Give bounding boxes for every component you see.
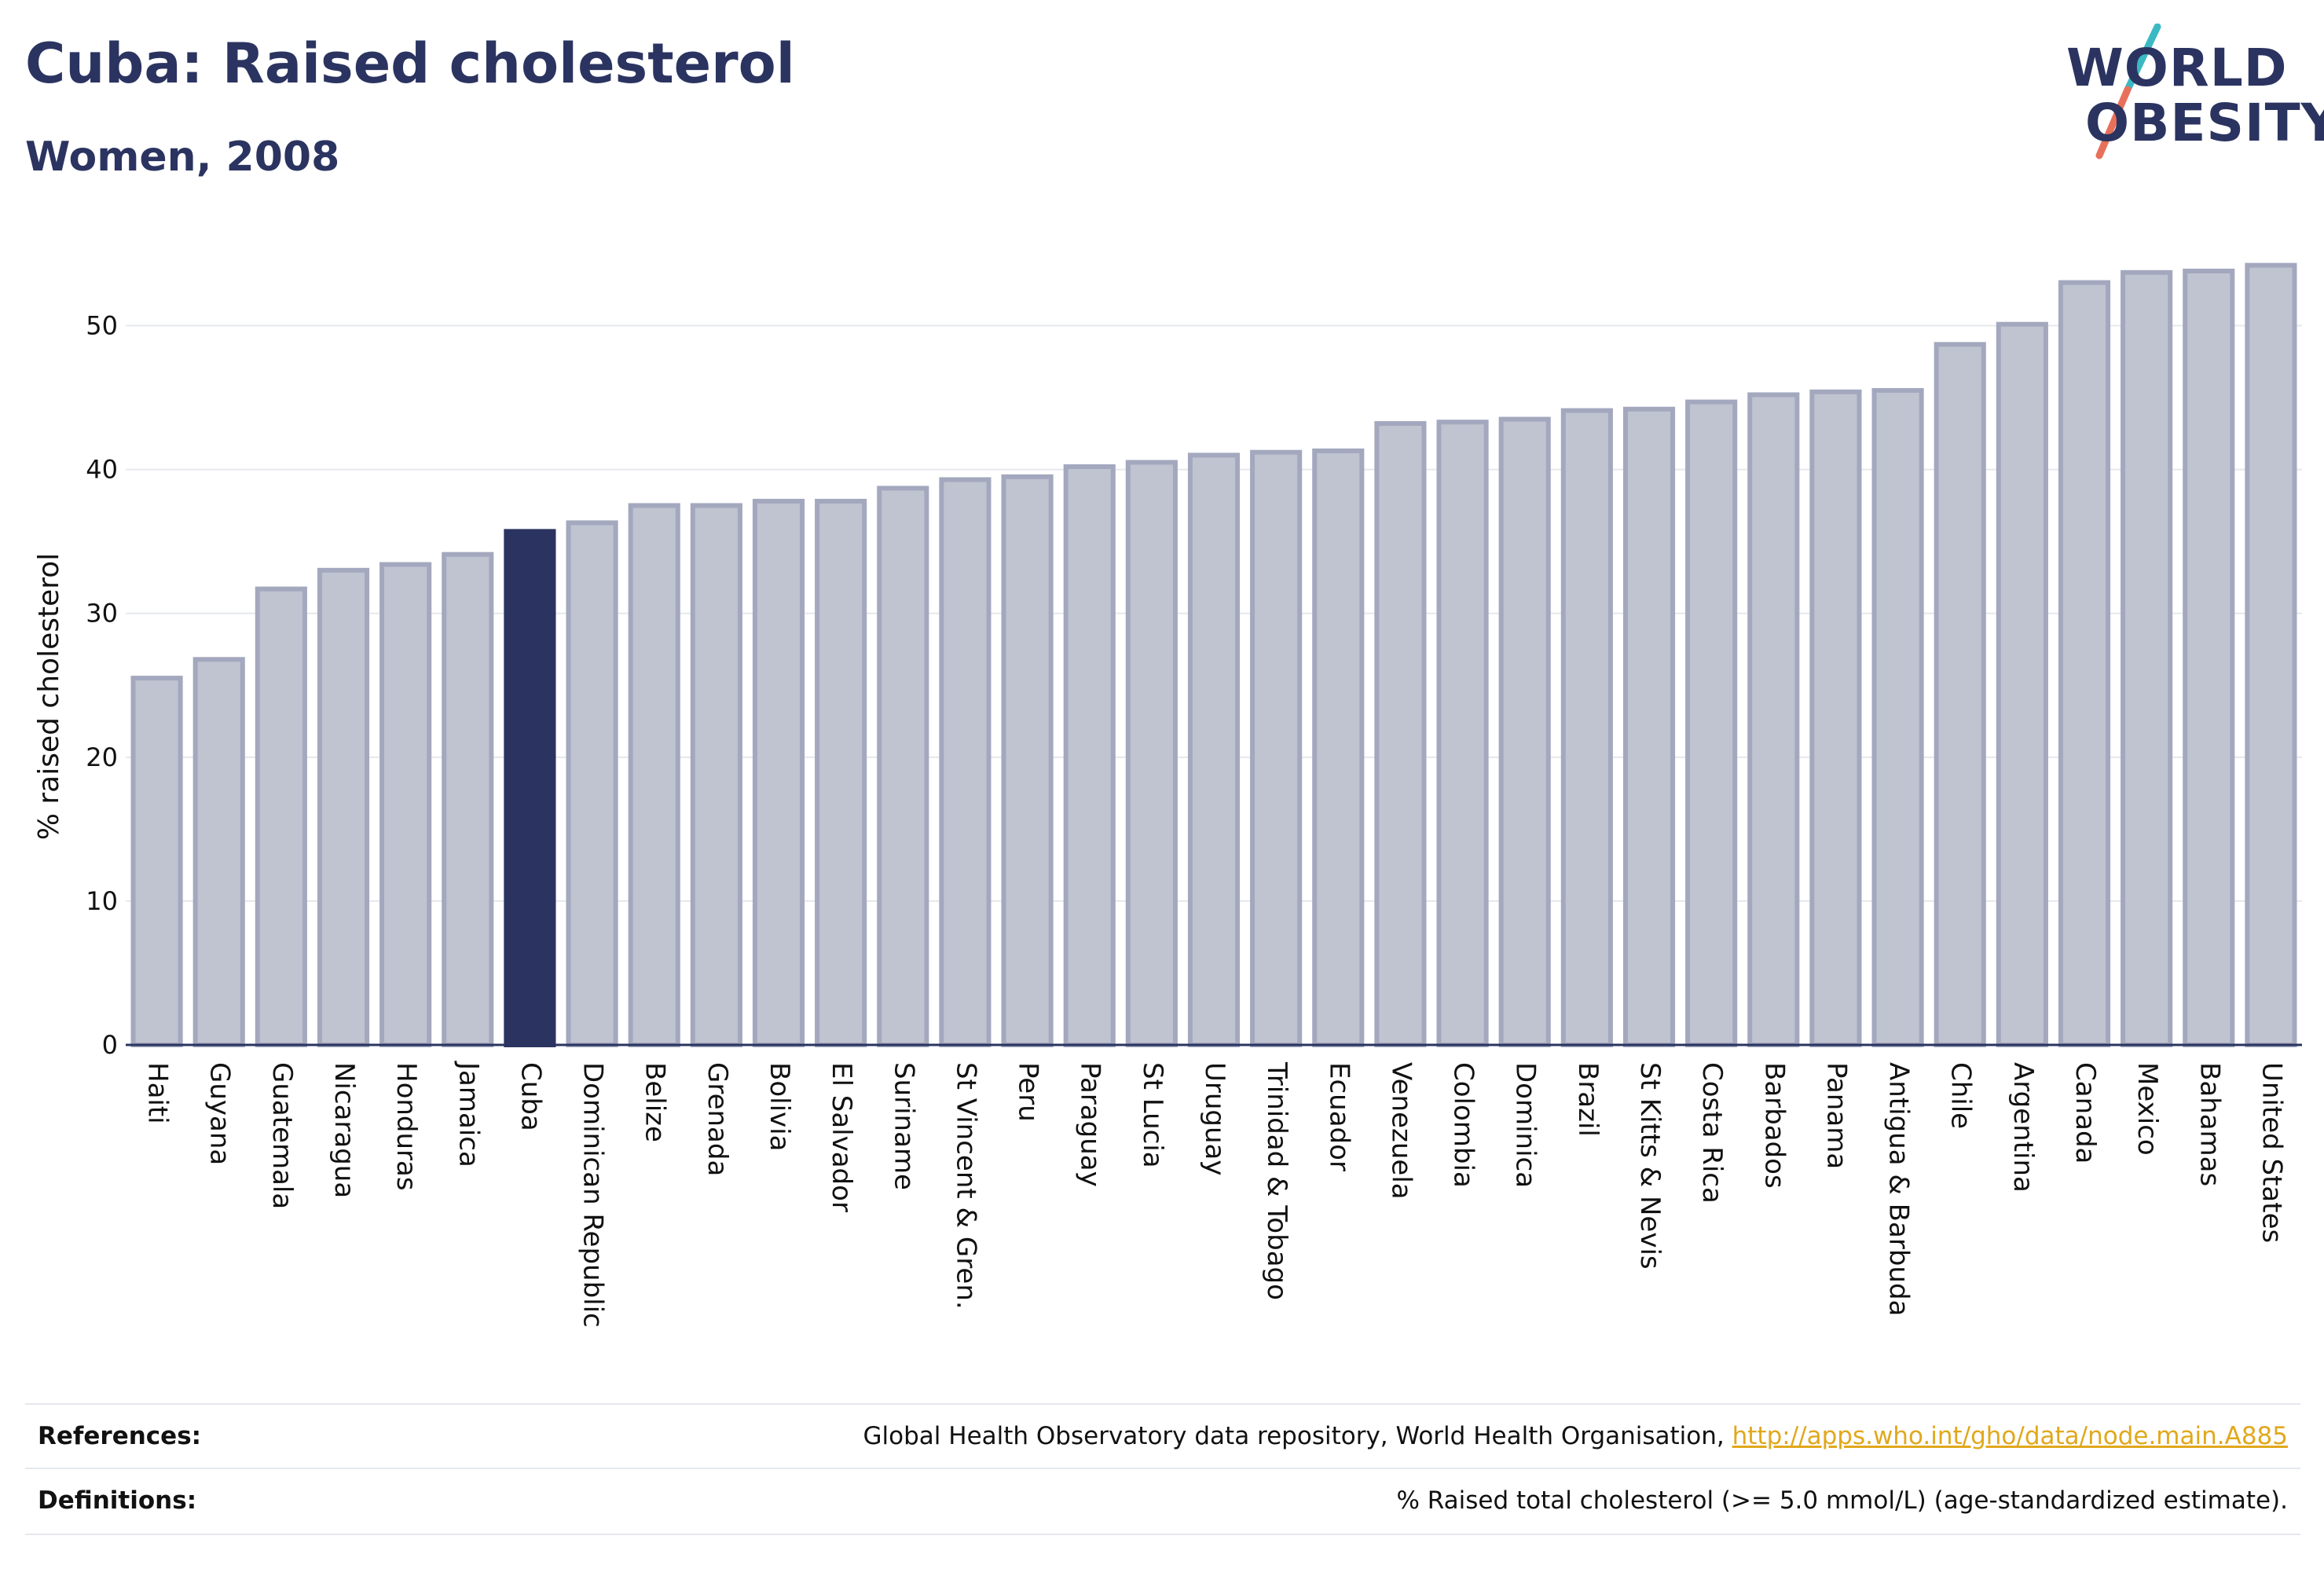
bar [1001,474,1054,1047]
bar [379,562,432,1047]
x-tick-label: Nicaragua [328,1062,360,1198]
bar [877,486,929,1047]
bar [130,676,183,1047]
bar [690,503,742,1047]
bar [1187,453,1241,1047]
x-tick-label: Antigua & Barbuda [1883,1062,1915,1316]
bar-chart: 0 10 20 30 40 50 % raised cholesterol Haiti Guya… [33,262,2302,1328]
y-tick-label: 50 [86,311,118,341]
bar [1622,406,1676,1047]
x-tick-label: St Vincent & Gren. [950,1062,981,1310]
y-tick-label: 20 [86,742,118,772]
x-tick-label: Argentina [2007,1062,2039,1193]
bar [1312,448,1365,1047]
x-tick-label: Peru [1013,1062,1044,1122]
bar [504,529,556,1047]
bar [1871,387,1924,1048]
bar [566,520,618,1047]
x-tick-label: Grenada [702,1062,733,1176]
bar [2058,280,2111,1048]
x-tick-label: Panama [1820,1062,1852,1169]
definitions-value: % Raised total cholesterol (>= 5.0 mmol/… [1396,1486,2288,1515]
y-tick-label: 30 [86,599,118,629]
bar [1436,420,1489,1047]
references-link[interactable]: http://apps.who.int/gho/data/node.main.A… [1732,1422,2288,1450]
x-tick-label: Venezuela [1385,1062,1417,1200]
bar [317,567,370,1047]
x-tick-label: Ecuador [1323,1062,1354,1171]
logo-text-world: WORLD [2066,38,2288,98]
bar [1809,389,1862,1047]
bar [939,477,992,1047]
chart-subtitle: Women, 2008 [25,134,340,181]
x-tick-label: Dominica [1510,1062,1541,1188]
references-text: Global Health Observatory data repositor… [863,1422,1732,1450]
x-tick-label: Cuba [515,1062,546,1131]
bar [2121,269,2173,1047]
x-tick-label: Jamaica [453,1061,484,1167]
references-value: Global Health Observatory data repositor… [863,1422,2288,1450]
x-tick-label: St Kitts & Nevis [1634,1062,1666,1270]
bar [815,498,867,1047]
x-tick-label: Haiti [142,1062,174,1124]
x-tick-label: St Lucia [1137,1062,1168,1168]
x-tick-label: Mexico [2132,1062,2163,1156]
x-tick-label: Colombia [1448,1062,1479,1188]
x-tick-label: Canada [2069,1062,2101,1164]
bar [192,657,245,1047]
y-tick-label: 40 [86,455,118,485]
x-tick-label: El Salvador [826,1062,857,1212]
x-tick-label: Honduras [390,1062,422,1191]
bar [1125,460,1178,1047]
x-tick-label: Guatemala [266,1062,298,1209]
bar [2183,268,2235,1048]
bar [1560,408,1613,1047]
bar [1250,449,1303,1047]
x-tick-label: Belize [640,1062,671,1142]
bar [1063,464,1116,1047]
bar [628,503,680,1047]
y-tick-label: 0 [102,1030,118,1060]
x-tick-label: Paraguay [1075,1062,1106,1187]
logo-slash-icon [2095,24,2161,159]
definitions-row: Definitions: % Raised total cholesterol … [25,1468,2300,1535]
x-tick-label: Dominican Republic [577,1062,609,1328]
chart-title: Cuba: Raised cholesterol [25,31,795,96]
y-axis-title: % raised cholesterol [33,553,65,841]
x-tick-label: Bolivia [764,1062,795,1151]
x-tick-label: Chile [1945,1062,1977,1129]
x-tick-label: Guyana [204,1062,236,1165]
references-label: References: [38,1422,202,1450]
bar [1498,416,1551,1047]
x-tick-label: Barbados [1758,1062,1790,1189]
x-tick-label: Trinidad & Tobago [1261,1061,1292,1300]
x-tick-label: Bahamas [2194,1062,2225,1186]
bar [255,586,307,1047]
bar [442,552,494,1047]
bar [1374,421,1427,1047]
bar [1934,342,1986,1047]
world-obesity-logo: WORLD OBESITY [2043,24,2324,165]
x-tick-label: Brazil [1572,1062,1604,1137]
bar [1747,392,1800,1047]
definitions-label: Definitions: [38,1486,197,1515]
x-tick-label: Costa Rica [1696,1062,1728,1204]
bar [752,498,805,1047]
logo-text-obesity: OBESITY [2085,93,2324,153]
y-tick-label: 10 [86,886,118,916]
x-tick-label: Suriname [888,1062,919,1190]
x-tick-label: United States [2256,1062,2287,1243]
bar [1685,399,1738,1048]
bar [1996,321,2048,1047]
x-tick-label: Uruguay [1199,1062,1230,1176]
references-row: References: Global Health Observatory da… [25,1403,2300,1469]
bar [2245,262,2297,1047]
